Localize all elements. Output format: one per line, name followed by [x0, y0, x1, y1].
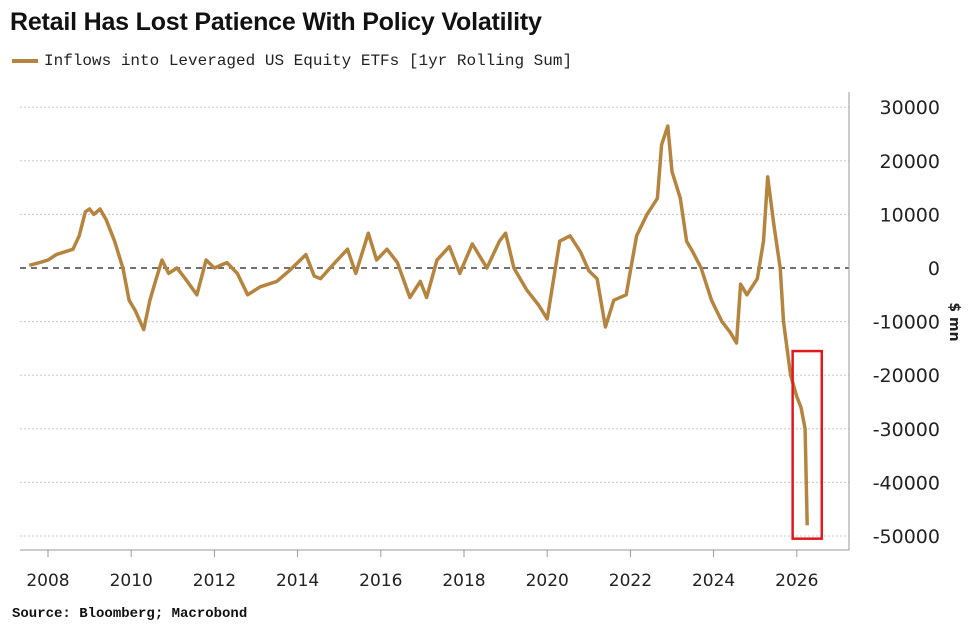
y-tick-label: 20000	[880, 151, 940, 173]
y-tick-label: -20000	[873, 365, 940, 387]
legend-label: Inflows into Leveraged US Equity ETFs [1…	[44, 52, 573, 70]
y-axis-label: $ mn	[946, 302, 962, 341]
highlight-box	[791, 349, 824, 540]
chart-title: Retail Has Lost Patience With Policy Vol…	[10, 8, 542, 36]
source-note: Source: Bloomberg; Macrobond	[12, 606, 248, 622]
y-tick-label: 30000	[880, 97, 940, 119]
x-tick-label: 2016	[359, 571, 402, 591]
y-tick-label: 0	[928, 258, 940, 280]
y-tick-label: -10000	[873, 312, 940, 334]
y-tick-label: -40000	[873, 472, 940, 494]
x-tick-label: 2020	[526, 571, 569, 591]
legend: Inflows into Leveraged US Equity ETFs [1…	[12, 52, 572, 70]
y-tick-label: 10000	[880, 204, 940, 226]
legend-swatch	[12, 59, 38, 63]
y-tick-label: -30000	[873, 419, 940, 441]
x-tick-label: 2026	[775, 571, 818, 591]
x-tick-label: 2014	[276, 571, 319, 591]
x-tick-label: 2010	[110, 571, 153, 591]
x-tick-label: 2012	[193, 571, 236, 591]
x-tick-label: 2022	[609, 571, 652, 591]
series-line-leveraged-etf-inflows	[28, 124, 809, 526]
x-tick-label: 2008	[26, 571, 69, 591]
x-tick-label: 2018	[442, 571, 485, 591]
x-tick-label: 2024	[692, 571, 735, 591]
y-tick-label: -50000	[873, 526, 940, 548]
